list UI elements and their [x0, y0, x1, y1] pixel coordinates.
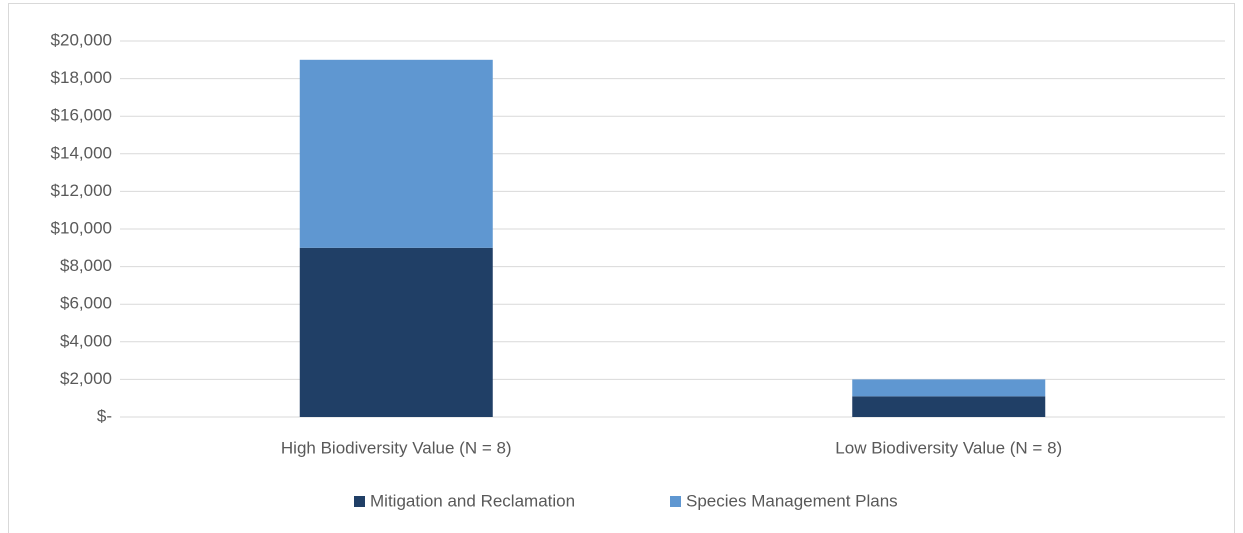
y-tick-label: $2,000 [60, 369, 112, 388]
y-tick-label: $- [97, 406, 112, 425]
y-tick-label: $20,000 [51, 30, 112, 49]
chart-frame [8, 3, 1235, 533]
legend-swatch [670, 496, 681, 507]
bar-segment [852, 379, 1046, 397]
x-tick-label: Low Biodiversity Value (N = 8) [835, 438, 1062, 457]
bar-segment [852, 396, 1046, 417]
y-tick-label: $18,000 [51, 68, 112, 87]
x-tick-label: High Biodiversity Value (N = 8) [281, 438, 512, 457]
legend-label: Species Management Plans [686, 491, 898, 510]
bar-segment [299, 59, 493, 248]
y-tick-label: $12,000 [51, 181, 112, 200]
legend-swatch [354, 496, 365, 507]
y-tick-label: $4,000 [60, 331, 112, 350]
y-tick-label: $14,000 [51, 143, 112, 162]
y-tick-label: $10,000 [51, 218, 112, 237]
y-tick-label: $6,000 [60, 294, 112, 313]
y-tick-label: $8,000 [60, 256, 112, 275]
legend-label: Mitigation and Reclamation [370, 491, 575, 510]
bar-segment [299, 247, 493, 417]
y-tick-label: $16,000 [51, 106, 112, 125]
